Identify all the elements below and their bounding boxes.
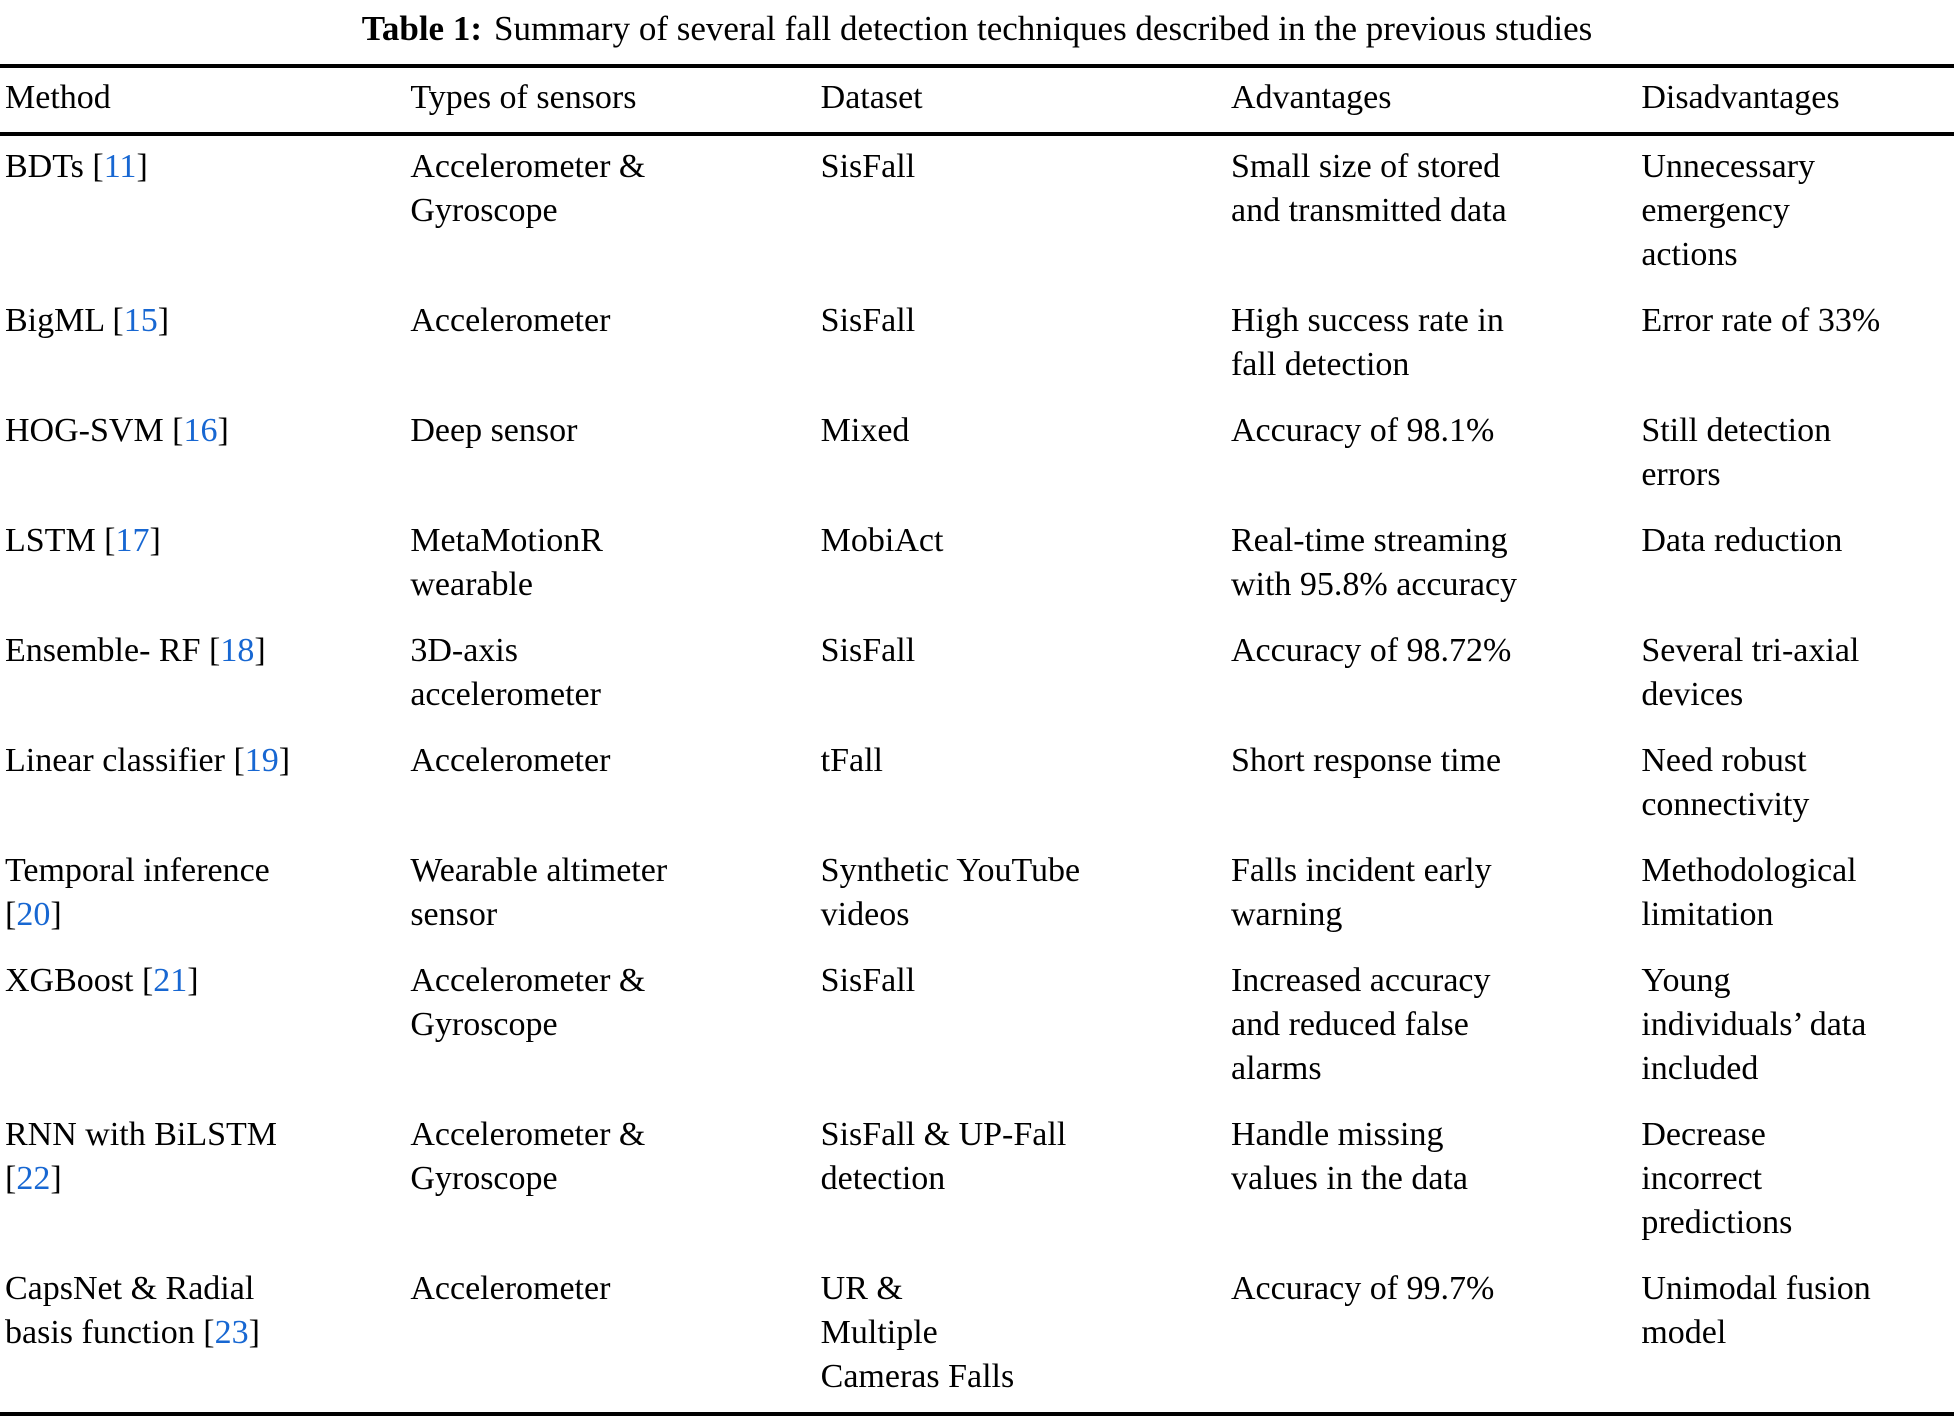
method-cell: BDTs [11] [5,148,148,185]
advantages-cell: Accuracy of 98.1% [1230,412,1495,449]
advantages-cell: Small size of stored and transmitted dat… [1230,148,1507,229]
method-cell: XGBoost [21] [5,962,199,999]
disadvantages-cell: Unimodal fusion model [1641,1270,1871,1351]
header-row: Method Types of sensors Dataset Advantag… [0,66,1954,136]
dataset-cell: Mixed [820,412,910,449]
dataset-cell: SisFall [820,632,916,669]
dataset-cell: UR & Multiple Cameras Falls [820,1270,1015,1395]
citation-link[interactable]: 18 [220,632,255,669]
column-header-disadvantages: Disadvantages [1641,66,1954,136]
disadvantages-cell: Young individuals’ data included [1641,962,1867,1087]
sensors-cell: Accelerometer [410,1270,611,1307]
table-row: LSTM [17] MetaMotionR wearable MobiAct R… [0,510,1954,620]
advantages-cell: Accuracy of 98.72% [1230,632,1512,669]
sensors-cell: Accelerometer [410,742,611,779]
table-row: CapsNet & Radial basis function [23] Acc… [0,1258,1954,1414]
disadvantages-cell: Several tri-axial devices [1641,632,1860,713]
method-cell: LSTM [17] [5,522,161,559]
method-cell: Linear classifier [19] [5,742,291,779]
advantages-cell: Handle missing values in the data [1230,1116,1468,1197]
table-row: BigML [15] Accelerometer SisFall High su… [0,290,1954,400]
advantages-cell: Falls incident early warning [1230,852,1492,933]
dataset-cell: SisFall [820,302,916,339]
citation-link[interactable]: 16 [183,412,218,449]
disadvantages-cell: Error rate of 33% [1641,302,1881,339]
dataset-cell: SisFall [820,962,916,999]
disadvantages-cell: Still detection errors [1641,412,1832,493]
method-cell: RNN with BiLSTM [22] [5,1116,278,1197]
sensors-cell: Accelerometer & Gyroscope [410,962,646,1043]
sensors-cell: Deep sensor [410,412,578,449]
sensors-cell: Accelerometer & Gyroscope [410,1116,646,1197]
advantages-cell: High success rate in fall detection [1230,302,1504,383]
fall-detection-summary-table: Method Types of sensors Dataset Advantag… [0,64,1954,1416]
table-row: BDTs [11] Accelerometer & Gyroscope SisF… [0,134,1954,290]
method-cell: Temporal inference [20] [5,852,270,933]
table-row: RNN with BiLSTM [22] Accelerometer & Gyr… [0,1104,1954,1258]
citation-link[interactable]: 17 [115,522,150,559]
method-cell: CapsNet & Radial basis function [23] [5,1270,260,1351]
table-row: Ensemble- RF [18] 3D-axis accelerometer … [0,620,1954,730]
column-header-dataset: Dataset [820,66,1231,136]
column-header-method: Method [0,66,411,136]
dataset-cell: Synthetic YouTube videos [820,852,1081,933]
sensors-cell: Wearable altimeter sensor [410,852,668,933]
citation-link[interactable]: 20 [16,896,51,933]
table-row: Linear classifier [19] Accelerometer tFa… [0,730,1954,840]
dataset-cell: SisFall & UP-Fall detection [820,1116,1067,1197]
table-caption: Table 1: Summary of several fall detectio… [197,6,1757,52]
table-row: XGBoost [21] Accelerometer & Gyroscope S… [0,950,1954,1104]
table-row: HOG-SVM [16] Deep sensor Mixed Accuracy … [0,400,1954,510]
disadvantages-cell: Unnecessary emergency actions [1641,148,1816,273]
sensors-cell: MetaMotionR wearable [410,522,603,603]
method-cell: BigML [15] [5,302,170,339]
dataset-cell: tFall [820,742,883,779]
disadvantages-cell: Need robust connectivity [1641,742,1810,823]
method-cell: HOG-SVM [16] [5,412,229,449]
table-caption-label: Table 1: [361,9,482,48]
column-header-advantages: Advantages [1230,66,1642,136]
citation-link[interactable]: 22 [16,1160,51,1197]
citation-link[interactable]: 11 [103,148,137,185]
advantages-cell: Real-time streaming with 95.8% accuracy [1230,522,1518,603]
table-caption-text: Summary of several fall detection techni… [493,9,1593,48]
citation-link[interactable]: 23 [214,1314,249,1351]
sensors-cell: 3D-axis accelerometer [410,632,601,713]
method-cell: Ensemble- RF [18] [5,632,266,669]
disadvantages-cell: Data reduction [1641,522,1843,559]
advantages-cell: Increased accuracy and reduced false ala… [1230,962,1491,1087]
dataset-cell: MobiAct [820,522,944,559]
table-row: Temporal inference [20] Wearable altimet… [0,840,1954,950]
dataset-cell: SisFall [820,148,916,185]
sensors-cell: Accelerometer [410,302,611,339]
column-header-sensors: Types of sensors [410,66,821,136]
sensors-cell: Accelerometer & Gyroscope [410,148,646,229]
advantages-cell: Accuracy of 99.7% [1230,1270,1495,1307]
citation-link[interactable]: 15 [123,302,158,339]
citation-link[interactable]: 21 [153,962,188,999]
advantages-cell: Short response time [1230,742,1502,779]
disadvantages-cell: Methodological limitation [1641,852,1857,933]
citation-link[interactable]: 19 [244,742,279,779]
disadvantages-cell: Decrease incorrect predictions [1641,1116,1793,1241]
